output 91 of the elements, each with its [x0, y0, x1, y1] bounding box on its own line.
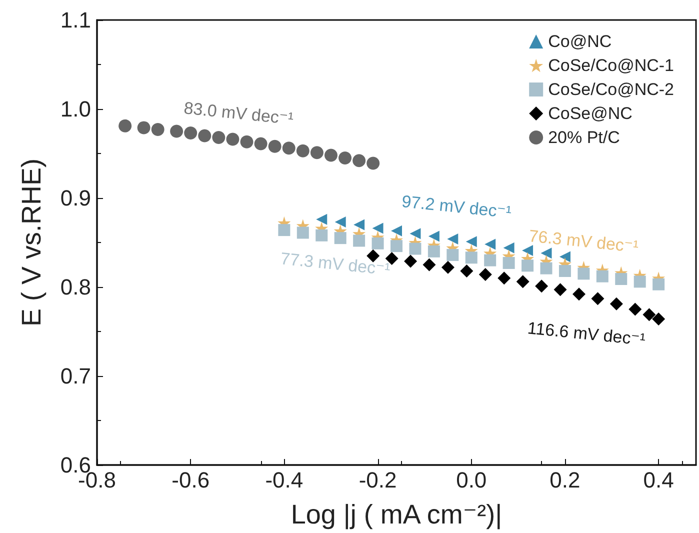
point — [334, 216, 346, 228]
point — [352, 154, 366, 168]
point — [410, 228, 421, 240]
point — [559, 251, 570, 262]
x-axis-title: Log |j ( mA cm⁻²)| — [290, 500, 502, 530]
legend-label: Co@NC — [548, 32, 612, 51]
point — [465, 252, 478, 264]
point — [446, 248, 459, 261]
point — [558, 264, 571, 277]
annotation: 97.2 mV dec⁻¹ — [400, 192, 513, 222]
point — [615, 272, 628, 285]
point — [353, 234, 366, 247]
point — [498, 272, 511, 285]
point — [484, 254, 496, 266]
point — [366, 156, 380, 170]
point — [522, 260, 534, 272]
y-tick-label: 1.1 — [60, 8, 91, 32]
point — [503, 242, 514, 254]
point — [390, 240, 402, 252]
point — [338, 151, 352, 164]
annotation: 76.3 mV dec⁻¹ — [528, 226, 640, 256]
point — [516, 275, 530, 288]
point — [268, 140, 282, 153]
point — [316, 214, 328, 225]
point — [466, 236, 477, 248]
point — [226, 132, 240, 146]
point — [484, 238, 496, 250]
y-tick-label: 1.0 — [60, 96, 91, 122]
x-tick-label: -0.4 — [265, 468, 304, 492]
legend-label: CoSe/Co@NC-2 — [548, 80, 674, 99]
point — [316, 229, 328, 242]
point — [634, 276, 646, 288]
point — [535, 280, 548, 293]
point — [409, 242, 422, 255]
point — [324, 148, 338, 162]
y-tick-label: 0.7 — [60, 364, 91, 388]
point — [460, 264, 474, 278]
point — [522, 245, 534, 256]
point — [372, 222, 384, 234]
point — [137, 121, 150, 134]
point — [391, 225, 402, 236]
point — [428, 245, 440, 258]
point — [118, 119, 132, 132]
point — [278, 224, 290, 236]
point — [428, 230, 440, 242]
point — [628, 302, 642, 316]
point — [422, 258, 436, 272]
point — [354, 219, 365, 230]
point — [254, 137, 268, 150]
point — [441, 260, 454, 274]
x-tick-label: -0.2 — [358, 468, 397, 492]
point — [478, 268, 492, 282]
x-tick-label: -0.6 — [172, 468, 210, 492]
legend-label: CoSe@NC — [548, 104, 632, 123]
point — [540, 248, 552, 259]
point — [334, 232, 346, 244]
point — [447, 233, 458, 244]
point — [296, 226, 309, 239]
point — [212, 130, 226, 144]
y-tick-label: 0.8 — [60, 274, 91, 300]
point — [652, 278, 665, 290]
point — [596, 270, 608, 282]
point — [502, 256, 515, 269]
legend-label: 20% Pt/C — [548, 128, 620, 147]
point — [404, 254, 418, 268]
annotation: 116.6 mV dec⁻¹ — [526, 318, 647, 350]
point — [554, 283, 567, 296]
point — [282, 142, 296, 155]
point — [578, 268, 590, 280]
point — [652, 312, 666, 326]
y-axis-title: E ( V vs.RHE) — [16, 158, 46, 327]
annotation: 83.0 mV dec⁻¹ — [182, 98, 295, 128]
point — [572, 288, 586, 301]
legend-label: CoSe/Co@NC-1 — [548, 56, 674, 75]
point — [591, 292, 604, 306]
point — [198, 129, 212, 142]
x-tick-label: 0.4 — [643, 468, 674, 492]
point — [310, 146, 324, 160]
point — [540, 262, 552, 274]
point — [170, 124, 184, 138]
point — [151, 122, 164, 136]
point — [240, 135, 254, 148]
x-tick-label: 0.0 — [456, 468, 487, 492]
point — [372, 237, 384, 250]
x-tick-label: 0.2 — [550, 468, 580, 492]
y-tick-label: 0.9 — [60, 186, 91, 210]
point — [184, 126, 198, 140]
annotation: 77.3 mV dec⁻¹ — [280, 249, 392, 280]
point — [296, 144, 310, 158]
point — [642, 308, 656, 322]
point — [610, 297, 623, 310]
